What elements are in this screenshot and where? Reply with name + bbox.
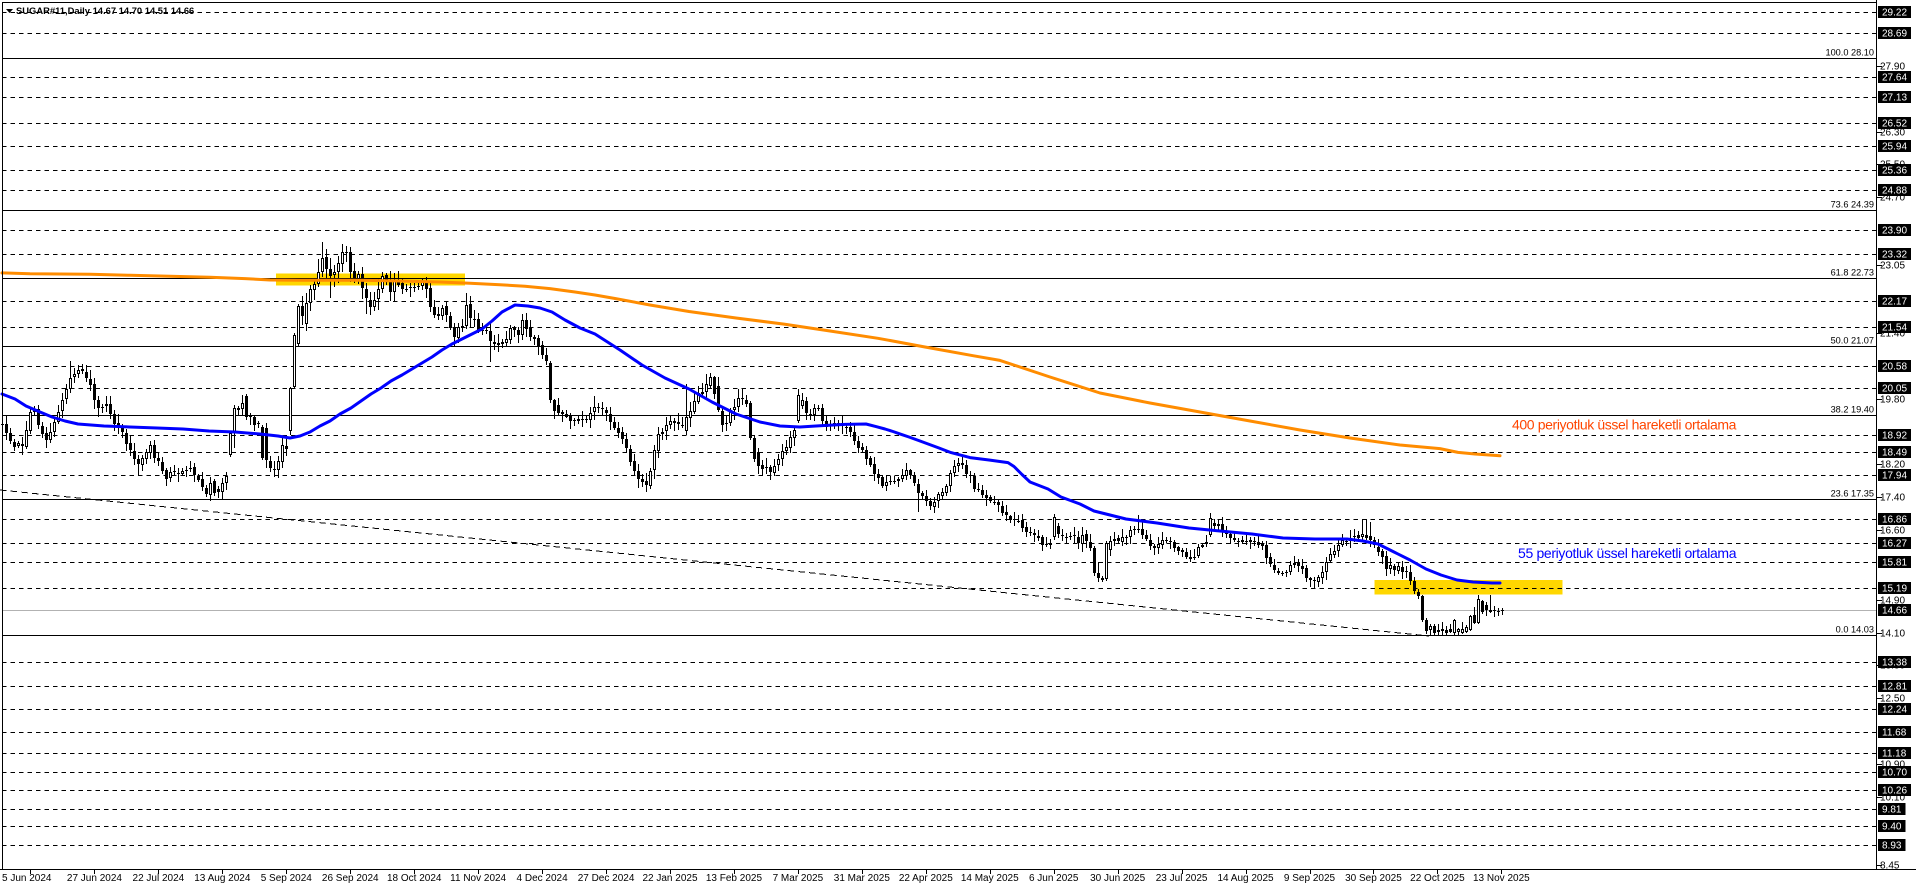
svg-text:38.2 19.40: 38.2 19.40	[1831, 405, 1874, 415]
svg-text:14.66: 14.66	[1882, 606, 1907, 617]
svg-text:29.22: 29.22	[1882, 8, 1907, 19]
svg-text:8.93: 8.93	[1882, 841, 1902, 852]
svg-text:27.90: 27.90	[1880, 62, 1905, 73]
svg-text:10.70: 10.70	[1882, 768, 1907, 779]
svg-text:12.50: 12.50	[1880, 694, 1905, 705]
svg-text:73.6 24.39: 73.6 24.39	[1831, 200, 1874, 210]
svg-text:16.60: 16.60	[1880, 526, 1905, 537]
svg-text:22 Jan 2025: 22 Jan 2025	[642, 873, 697, 884]
svg-text:5 Jun 2024: 5 Jun 2024	[2, 873, 52, 884]
svg-text:26.30: 26.30	[1880, 128, 1905, 139]
svg-text:13 Aug 2024: 13 Aug 2024	[194, 873, 251, 884]
svg-text:19.80: 19.80	[1880, 395, 1905, 406]
svg-text:5 Sep 2024: 5 Sep 2024	[261, 873, 313, 884]
svg-text:10.26: 10.26	[1882, 786, 1907, 797]
svg-text:23.90: 23.90	[1882, 226, 1907, 237]
svg-text:24.70: 24.70	[1880, 193, 1905, 204]
svg-text:22 Oct 2025: 22 Oct 2025	[1410, 873, 1465, 884]
svg-text:27.64: 27.64	[1882, 73, 1907, 84]
svg-text:22.17: 22.17	[1882, 297, 1907, 308]
svg-text:7 Mar 2025: 7 Mar 2025	[773, 873, 824, 884]
svg-text:400 periyotluk üssel hareketli: 400 periyotluk üssel hareketli ortalama	[1512, 417, 1737, 433]
svg-text:11 Nov 2024: 11 Nov 2024	[450, 873, 506, 884]
svg-text:17.94: 17.94	[1882, 471, 1907, 482]
svg-text:18.20: 18.20	[1880, 460, 1905, 471]
svg-text:55 periyotluk üssel hareketli: 55 periyotluk üssel hareketli ortalama	[1518, 545, 1737, 561]
svg-text:31 Mar 2025: 31 Mar 2025	[834, 873, 891, 884]
svg-text:9.81: 9.81	[1882, 805, 1902, 816]
svg-text:15.81: 15.81	[1882, 558, 1907, 569]
svg-text:23.6 17.35: 23.6 17.35	[1831, 489, 1874, 499]
svg-text:13 Feb 2025: 13 Feb 2025	[706, 873, 763, 884]
svg-text:26.52: 26.52	[1882, 119, 1907, 130]
svg-text:27 Jun 2024: 27 Jun 2024	[67, 873, 122, 884]
svg-text:11.68: 11.68	[1882, 728, 1907, 739]
svg-text:20.58: 20.58	[1882, 362, 1907, 373]
svg-text:9 Sep 2025: 9 Sep 2025	[1284, 873, 1336, 884]
svg-text:0.0 14.03: 0.0 14.03	[1836, 625, 1874, 635]
svg-text:18.92: 18.92	[1882, 431, 1907, 442]
svg-text:24.88: 24.88	[1882, 186, 1907, 197]
svg-text:20.05: 20.05	[1882, 384, 1907, 395]
svg-text:18.49: 18.49	[1882, 448, 1907, 459]
svg-text:100.0 28.10: 100.0 28.10	[1825, 48, 1874, 58]
svg-text:28.69: 28.69	[1882, 29, 1907, 40]
svg-text:13.38: 13.38	[1882, 658, 1907, 669]
svg-text:23.05: 23.05	[1880, 261, 1905, 272]
svg-text:27 Dec 2024: 27 Dec 2024	[578, 873, 635, 884]
svg-text:16.27: 16.27	[1882, 539, 1907, 550]
svg-text:22 Apr 2025: 22 Apr 2025	[899, 873, 953, 884]
svg-text:30 Sep 2025: 30 Sep 2025	[1345, 873, 1402, 884]
svg-text:26 Sep 2024: 26 Sep 2024	[322, 873, 379, 884]
svg-text:17.40: 17.40	[1880, 493, 1905, 504]
svg-text:4 Dec 2024: 4 Dec 2024	[517, 873, 569, 884]
svg-text:14 May 2025: 14 May 2025	[961, 873, 1019, 884]
svg-text:12.24: 12.24	[1882, 705, 1907, 716]
svg-text:8.45: 8.45	[1880, 861, 1900, 872]
svg-text:6 Jun 2025: 6 Jun 2025	[1029, 873, 1079, 884]
svg-text:50.0 21.07: 50.0 21.07	[1831, 336, 1874, 346]
svg-text:11.18: 11.18	[1882, 749, 1907, 760]
svg-text:25.36: 25.36	[1882, 166, 1907, 177]
svg-text:22 Jul 2024: 22 Jul 2024	[133, 873, 185, 884]
svg-text:23 Jul 2025: 23 Jul 2025	[1156, 873, 1208, 884]
svg-text:10.10: 10.10	[1880, 793, 1905, 804]
svg-text:25.94: 25.94	[1882, 142, 1907, 153]
svg-text:61.8 22.73: 61.8 22.73	[1831, 268, 1874, 278]
svg-text:SUGAR#11,Daily 14.67 14.70 14.: SUGAR#11,Daily 14.67 14.70 14.51 14.66	[16, 5, 194, 16]
svg-text:13 Nov 2025: 13 Nov 2025	[1473, 873, 1530, 884]
svg-text:12.81: 12.81	[1882, 682, 1907, 693]
svg-text:30 Jun 2025: 30 Jun 2025	[1090, 873, 1145, 884]
svg-text:16.86: 16.86	[1882, 515, 1907, 526]
svg-text:21.54: 21.54	[1882, 323, 1907, 334]
svg-text:21.40: 21.40	[1880, 329, 1905, 340]
svg-text:9.40: 9.40	[1882, 822, 1902, 833]
svg-text:15.19: 15.19	[1882, 584, 1907, 595]
svg-text:14.10: 14.10	[1880, 629, 1905, 640]
svg-text:14 Aug 2025: 14 Aug 2025	[1217, 873, 1274, 884]
svg-text:23.32: 23.32	[1882, 250, 1907, 261]
svg-text:18 Oct 2024: 18 Oct 2024	[387, 873, 442, 884]
svg-text:14.90: 14.90	[1880, 596, 1905, 607]
svg-text:27.13: 27.13	[1882, 93, 1907, 104]
svg-text:10.90: 10.90	[1880, 760, 1905, 771]
